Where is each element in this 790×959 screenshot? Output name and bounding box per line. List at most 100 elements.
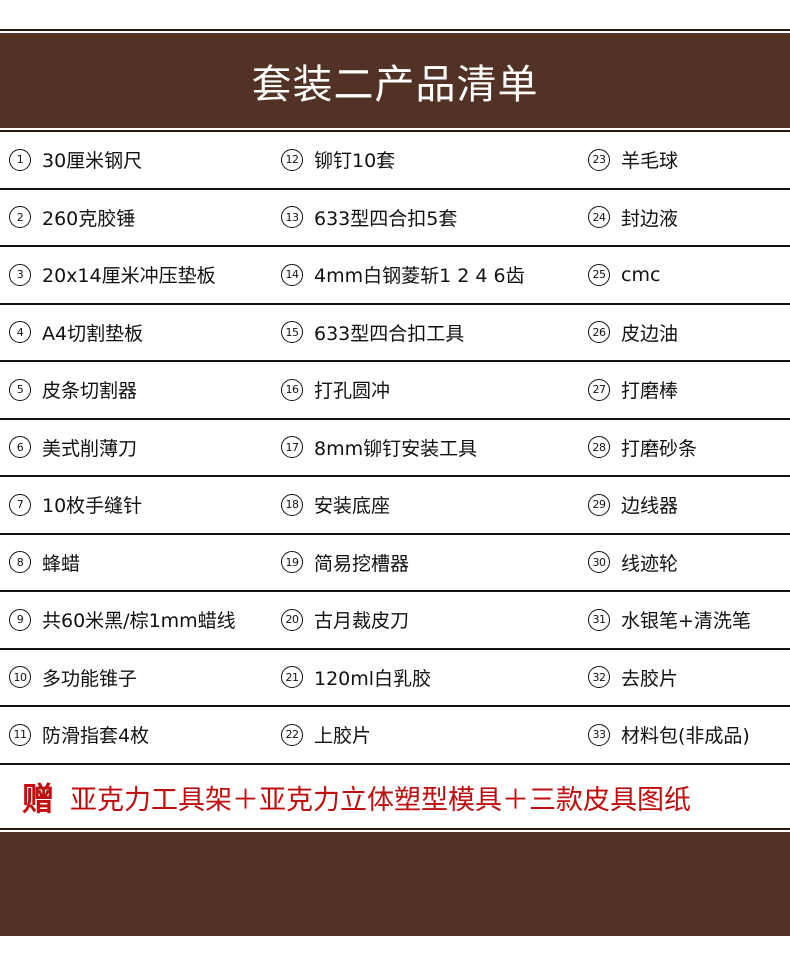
item-number-badge: 29 [588, 493, 610, 516]
item-label: 古月裁皮刀 [314, 610, 410, 633]
item-number-badge: 17 [281, 436, 303, 459]
item-number-badge: 11 [9, 723, 31, 746]
item-label: cmc [621, 263, 661, 286]
item-label: 共60米黑/棕1mm蜡线 [42, 610, 236, 633]
item-number-badge: 5 [9, 378, 31, 401]
item-label: 多功能锥子 [42, 667, 138, 690]
header-band [0, 33, 790, 128]
gift-text: 亚克力工具架＋亚克力立体塑型模具＋三款皮具图纸 [70, 784, 692, 816]
table-row: 10 多功能锥子 21 120ml白乳胶 32 去胶片 [0, 650, 790, 707]
list-item: 17 8mm铆钉安装工具 [281, 420, 477, 476]
item-label: 打磨砂条 [621, 437, 698, 460]
item-number-badge: 7 [9, 493, 31, 516]
list-item: 2 260克胶锤 [9, 190, 135, 246]
item-label: 打孔圆冲 [314, 380, 391, 403]
item-label: 简易挖槽器 [314, 552, 410, 575]
list-item: 5 皮条切割器 [9, 362, 137, 418]
item-number-badge: 10 [9, 666, 31, 689]
item-number-badge: 8 [9, 551, 31, 574]
item-label: 封边液 [621, 207, 679, 230]
item-number-badge: 22 [281, 723, 303, 746]
gift-banner: 赠 亚克力工具架＋亚克力立体塑型模具＋三款皮具图纸 [0, 766, 790, 828]
item-number-badge: 21 [281, 666, 303, 689]
item-number-badge: 13 [281, 206, 303, 229]
list-item: 12 铆钉10套 [281, 132, 395, 188]
item-label: 633型四合扣5套 [314, 207, 458, 230]
gift-mark: 赠 [22, 780, 55, 818]
list-item: 28 打磨砂条 [588, 420, 697, 476]
list-item: 25 cmc [588, 247, 660, 303]
list-item: 3 20x14厘米冲压垫板 [9, 247, 216, 303]
list-item: 29 边线器 [588, 477, 678, 533]
item-number-badge: 18 [281, 493, 303, 516]
list-item: 31 水银笔+清洗笔 [588, 592, 751, 648]
list-item: 16 打孔圆冲 [281, 362, 390, 418]
item-number-badge: 33 [588, 723, 610, 746]
item-label: 633型四合扣工具 [314, 322, 465, 345]
item-number-badge: 12 [281, 148, 303, 171]
list-item: 24 封边液 [588, 190, 678, 246]
table-row: 9 共60米黑/棕1mm蜡线 20 古月裁皮刀 31 水银笔+清洗笔 [0, 592, 790, 650]
product-list: 1 30厘米钢尺 12 铆钉10套 23 羊毛球 2 260克胶锤 13 633型四合扣5套 24 封… [0, 132, 790, 765]
table-row: 5 皮条切割器 16 打孔圆冲 27 打磨棒 [0, 362, 790, 420]
item-label: 水银笔+清洗笔 [621, 610, 751, 633]
item-number-badge: 24 [588, 206, 610, 229]
item-number-badge: 28 [588, 436, 610, 459]
item-number-badge: 27 [588, 378, 610, 401]
footer-band [0, 832, 790, 936]
item-number-badge: 25 [588, 263, 610, 286]
list-item: 13 633型四合扣5套 [281, 190, 457, 246]
list-item: 20 古月裁皮刀 [281, 592, 409, 648]
item-label: 羊毛球 [621, 150, 679, 173]
item-number-badge: 2 [9, 206, 31, 229]
list-item: 9 共60米黑/棕1mm蜡线 [9, 592, 236, 648]
item-label: 边线器 [621, 495, 679, 518]
item-label: 美式削薄刀 [42, 437, 138, 460]
table-row: 6 美式削薄刀 17 8mm铆钉安装工具 28 打磨砂条 [0, 420, 790, 477]
item-label: 10枚手缝针 [42, 495, 143, 518]
item-number-badge: 15 [281, 321, 303, 344]
list-item: 33 材料包(非成品) [588, 707, 750, 763]
table-row: 8 蜂蜡 19 简易挖槽器 30 线迹轮 [0, 535, 790, 592]
item-label: 上胶片 [314, 725, 372, 748]
item-label: 材料包(非成品) [621, 725, 750, 748]
item-label: 线迹轮 [621, 552, 679, 575]
item-label: 120ml白乳胶 [314, 667, 432, 690]
table-row: 1 30厘米钢尺 12 铆钉10套 23 羊毛球 [0, 132, 790, 190]
item-label: 20x14厘米冲压垫板 [42, 265, 216, 288]
list-item: 7 10枚手缝针 [9, 477, 142, 533]
item-label: 去胶片 [621, 667, 679, 690]
list-item: 30 线迹轮 [588, 535, 678, 591]
item-label: 260克胶锤 [42, 207, 136, 230]
item-number-badge: 16 [281, 378, 303, 401]
item-number-badge: 9 [9, 608, 31, 631]
item-label: 防滑指套4枚 [42, 725, 150, 748]
item-number-badge: 26 [588, 321, 610, 344]
table-row: 11 防滑指套4枚 22 上胶片 33 材料包(非成品) [0, 707, 790, 765]
bottom-divider [0, 828, 790, 830]
item-number-badge: 20 [281, 608, 303, 631]
page-title: 套装二产品清单 [251, 61, 539, 108]
list-item: 8 蜂蜡 [9, 535, 80, 591]
item-label: A4切割垫板 [42, 322, 144, 345]
item-number-badge: 19 [281, 551, 303, 574]
item-label: 皮条切割器 [42, 380, 138, 403]
list-item: 1 30厘米钢尺 [9, 132, 142, 188]
list-item: 19 简易挖槽器 [281, 535, 409, 591]
list-item: 14 4mm白钢菱斩1 2 4 6齿 [281, 247, 525, 303]
item-label: 蜂蜡 [42, 552, 81, 575]
list-item: 18 安装底座 [281, 477, 390, 533]
item-label: 8mm铆钉安装工具 [314, 437, 478, 460]
table-row: 4 A4切割垫板 15 633型四合扣工具 26 皮边油 [0, 305, 790, 362]
item-label: 皮边油 [621, 322, 679, 345]
list-item: 23 羊毛球 [588, 132, 678, 188]
item-number-badge: 1 [9, 148, 31, 171]
item-number-badge: 4 [9, 321, 31, 344]
header-divider [0, 130, 790, 132]
list-item: 32 去胶片 [588, 650, 678, 706]
list-item: 11 防滑指套4枚 [9, 707, 149, 763]
item-label: 打磨棒 [621, 380, 679, 403]
item-label: 安装底座 [314, 495, 391, 518]
item-number-badge: 23 [588, 148, 610, 171]
list-item: 4 A4切割垫板 [9, 305, 143, 361]
